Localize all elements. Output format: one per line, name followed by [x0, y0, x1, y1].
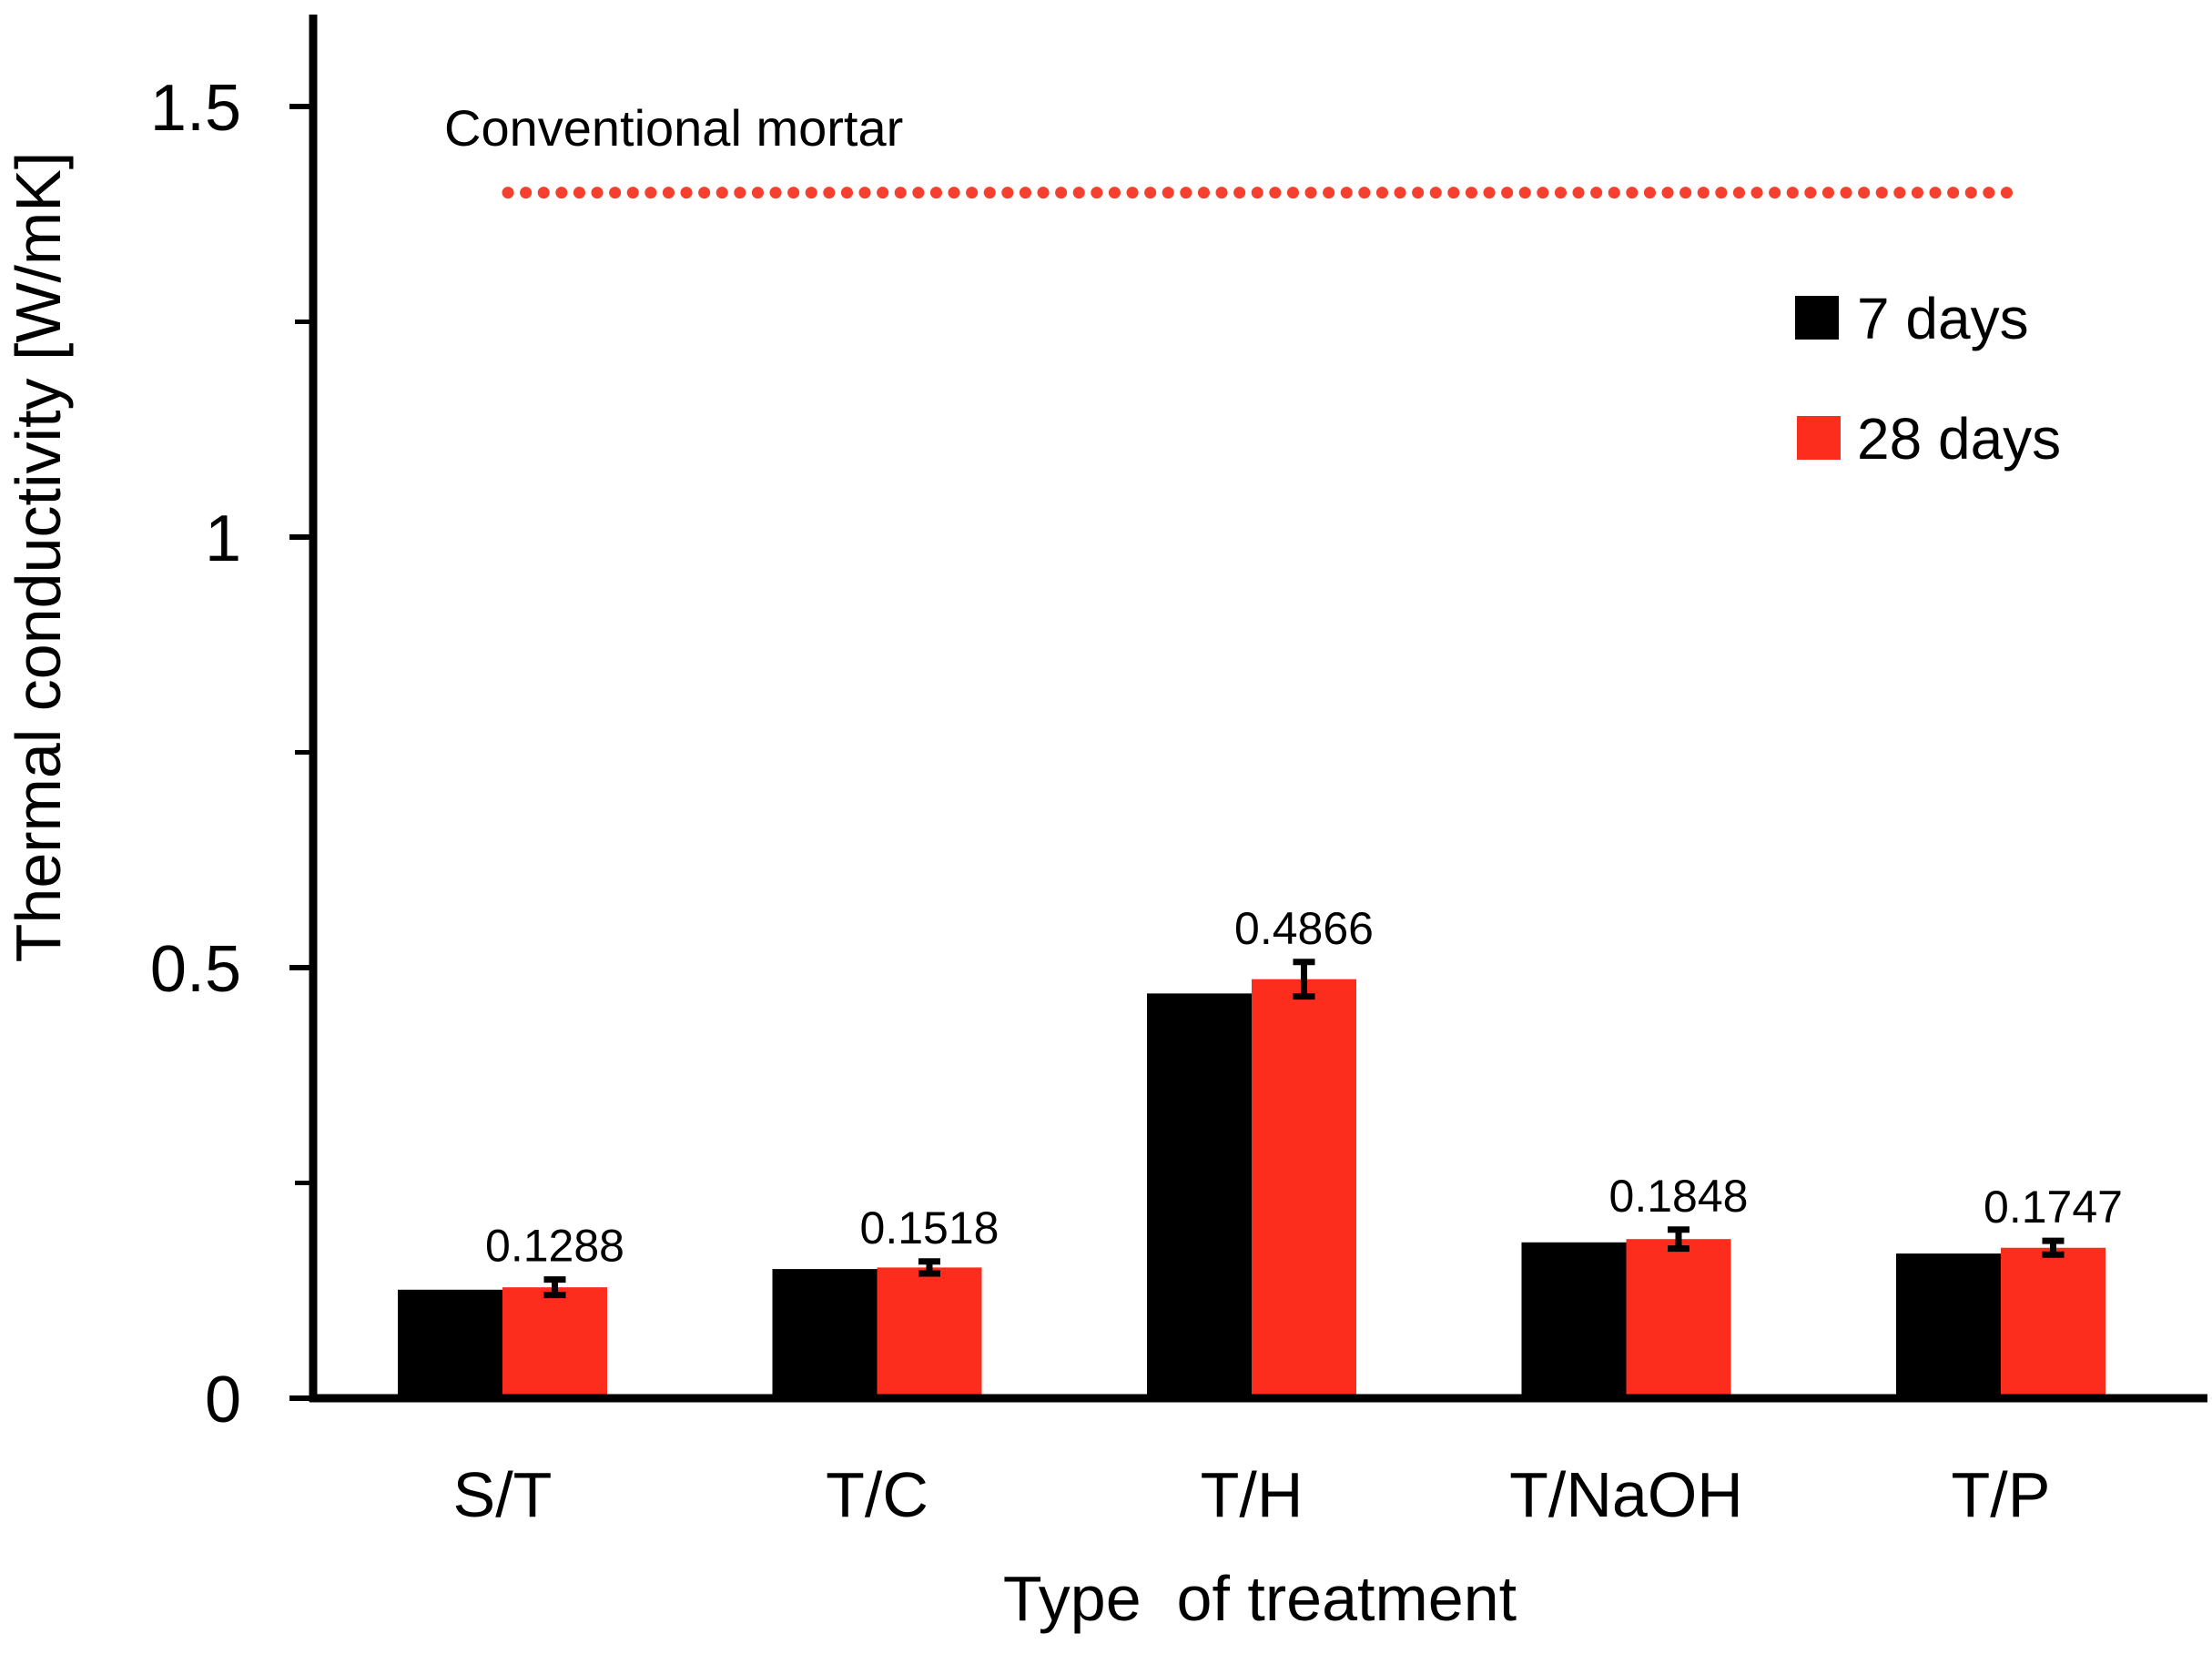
category-label-t-h: T/H [1201, 1459, 1304, 1530]
data-label-t-naoh: 0.1848 [1609, 1171, 1749, 1222]
category-label-t-p: T/P [1952, 1459, 2051, 1530]
reference-line-label: Conventional mortar [444, 99, 903, 157]
category-label-t-c: T/C [826, 1459, 928, 1530]
bar-28-days-t-naoh [1626, 1239, 1731, 1398]
data-labels: 0.1288 0.1518 0.4866 0.1848 0.1747 [485, 903, 2123, 1272]
y-tick-label-1: 1 [205, 502, 241, 575]
legend-swatch-28days [1797, 416, 1841, 460]
legend: 7 days 28 days [1795, 286, 2061, 472]
data-label-s-t: 0.1288 [485, 1221, 624, 1272]
bar-7-days-t-c [772, 1269, 878, 1398]
y-axis-title: Thermal conductivity [W/mK] [3, 152, 74, 963]
y-tick-label-1-5: 1.5 [150, 72, 241, 145]
y-ticks [289, 104, 313, 1401]
category-labels: S/T T/C T/H T/NaOH T/P [453, 1459, 2051, 1530]
y-tick-label-0: 0 [205, 1364, 241, 1436]
x-axis-title: Type of treatment [1003, 1563, 1517, 1634]
bar-7-days-t-naoh [1521, 1242, 1627, 1398]
legend-label-28days: 28 days [1857, 406, 2061, 472]
bar-7-days-t-p [1896, 1253, 2001, 1398]
bar-7-days-s-t [398, 1289, 502, 1398]
bar-28-days-s-t [502, 1287, 607, 1398]
bar-7-days-t-h [1147, 993, 1252, 1398]
error-bars [543, 959, 2065, 1299]
y-tick-labels: 0 0.5 1 1.5 [150, 72, 241, 1436]
bar-28-days-t-c [877, 1267, 982, 1398]
legend-label-7days: 7 days [1857, 286, 2029, 351]
bar-28-days-t-p [2001, 1247, 2105, 1398]
data-label-t-p: 0.1747 [1984, 1182, 2123, 1233]
bars [398, 979, 2105, 1398]
data-label-t-h: 0.4866 [1234, 903, 1374, 954]
y-tick-label-0-5: 0.5 [150, 933, 241, 1006]
bar-28-days-t-h [1252, 979, 1356, 1398]
legend-swatch-7days [1795, 296, 1839, 340]
category-label-s-t: S/T [453, 1459, 553, 1530]
data-label-t-c: 0.1518 [860, 1202, 999, 1253]
category-label-t-naoh: T/NaOH [1509, 1459, 1743, 1530]
